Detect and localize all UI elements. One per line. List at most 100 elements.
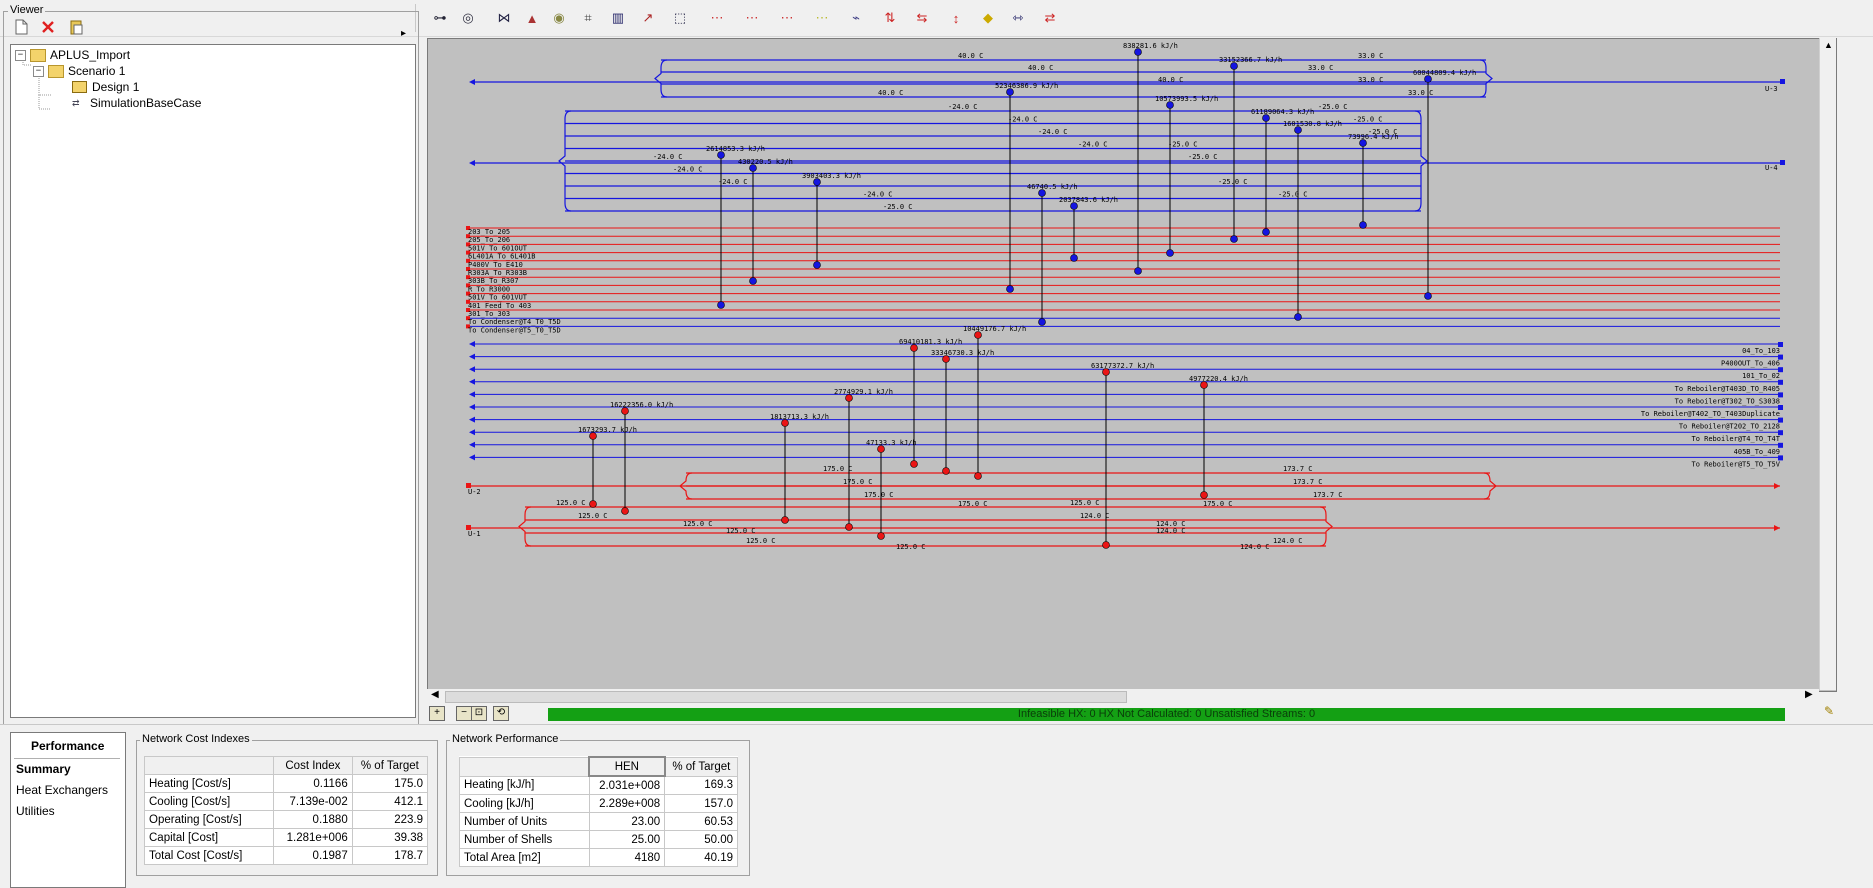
hx-duty-label: 838281.6 kJ/h <box>1123 42 1178 50</box>
temperature-label: 125.0 C <box>896 543 926 551</box>
hx-duty-label: 3903403.3 kJ/h <box>802 172 861 180</box>
stream-end-icon <box>1780 79 1785 84</box>
stream-start-icon <box>466 525 471 530</box>
vertical-scrollbar[interactable]: ▲ <box>1819 38 1836 690</box>
hx-node <box>1294 313 1302 321</box>
table-row: Heating [kJ/h] 2.031e+008 169.3 <box>459 775 738 795</box>
merge-icon[interactable]: ⋯ <box>815 10 829 25</box>
tree-item-label: SimulationBaseCase <box>90 96 202 110</box>
tab-utilities[interactable]: Utilities <box>16 804 55 818</box>
horizontal-scrollbar[interactable]: ◀ ▶ <box>427 689 1819 704</box>
table-row: Operating [Cost/s] 0.1880 223.9 <box>144 810 429 829</box>
temperature-label: -24.0 C <box>948 103 978 111</box>
bottom-separator <box>0 724 1873 725</box>
stack-icon[interactable]: ◉ <box>553 10 565 25</box>
hx-node <box>910 344 918 352</box>
hot-utility-label: U-2 <box>468 488 481 496</box>
temperature-label: 40.0 C <box>1158 76 1183 84</box>
temperature-label: 175.0 C <box>958 500 988 508</box>
scroll-thumb[interactable] <box>445 691 1127 703</box>
hot-stream-label: 303B_To_R307 <box>468 277 519 285</box>
cost-indexes-group <box>136 740 438 876</box>
tab-summary[interactable]: Summary <box>16 762 71 776</box>
stream-end-icon <box>1778 379 1783 385</box>
temperature-label: 125.0 C <box>578 512 608 520</box>
arrow-head-icon <box>469 404 475 410</box>
scroll-up-arrow-icon[interactable]: ▲ <box>1824 40 1833 50</box>
row-label: Total Cost [Cost/s] <box>144 846 274 865</box>
rotate-icon[interactable]: ◎ <box>462 10 474 25</box>
hx-duty-label: 61189064.3 kJ/h <box>1251 108 1314 116</box>
temperature-label: -24.0 C <box>718 178 748 186</box>
cost-index-value: 0.1987 <box>273 846 353 865</box>
scroll-right-arrow-icon[interactable]: ▶ <box>1805 689 1813 700</box>
reverse-icon[interactable]: ⇄ <box>1044 10 1056 25</box>
temperature-label: -24.0 C <box>673 166 703 174</box>
network-icon[interactable]: ⬚ <box>673 10 687 25</box>
delete-icon[interactable] <box>38 17 58 37</box>
table-header-row: Cost Index % of Target <box>144 756 429 775</box>
scroll-left-arrow-icon[interactable]: ◀ <box>431 689 439 700</box>
hx-node <box>910 460 918 468</box>
select-tool-icon[interactable]: ⌗ <box>584 10 592 25</box>
hot-stream-label: P400V_To_E410 <box>468 261 523 269</box>
row-label: Cooling [Cost/s] <box>144 792 274 811</box>
cold-stream-label: To Reboiler@T202_TO_2128 <box>1679 423 1780 431</box>
tree-item-scenario-1[interactable]: − Scenario 1 <box>33 63 125 79</box>
cross-icon[interactable]: ↕ <box>952 10 960 26</box>
temperature-label: -25.0 C <box>1368 128 1398 136</box>
collapse-arrow-icon[interactable]: ▸ <box>401 28 407 39</box>
cold-stream-label: To Reboiler@T403D_TO_R405 <box>1675 385 1780 393</box>
yellow-node-icon[interactable]: ◆ <box>983 10 993 25</box>
temperature-label: 173.7 C <box>1293 478 1323 486</box>
stream-tools-icon[interactable]: ⋈ <box>497 10 511 25</box>
temperature-label: 124.0 C <box>1156 520 1186 528</box>
pin-icon[interactable]: ✎ <box>1824 704 1835 718</box>
swap-icon[interactable]: ⇆ <box>916 10 928 25</box>
stream-start-icon <box>466 291 470 296</box>
temperature-label: 125.0 C <box>556 499 586 507</box>
join-icon[interactable]: ⇿ <box>1012 10 1024 25</box>
stream-end-icon <box>1778 405 1783 410</box>
paste-icon[interactable] <box>66 17 86 37</box>
chart-icon[interactable]: ▥ <box>611 10 625 25</box>
temperature-label: 33.0 C <box>1358 76 1383 84</box>
collapse-icon[interactable]: − <box>33 65 44 77</box>
connect-streams-icon[interactable]: ⊶ <box>433 10 447 25</box>
grid-diagram-canvas[interactable]: U-3 U-4 203_To_205 205_To_206 501V_To_601OUT… <box>427 38 1837 692</box>
arrow-head-icon <box>469 378 475 385</box>
balance-icon[interactable]: ⇅ <box>884 10 896 25</box>
zoom-in-button[interactable]: + <box>429 706 445 721</box>
move-node-icon[interactable]: ⌁ <box>852 10 860 25</box>
hx-node <box>1230 62 1238 70</box>
bottle-icon[interactable]: ▲ <box>525 10 539 26</box>
zoom-reset-button[interactable]: ⟲ <box>493 706 509 721</box>
tab-heat-exchangers[interactable]: Heat Exchangers <box>16 783 109 797</box>
percent-target-value: 412.1 <box>351 792 429 811</box>
hot-stream-label: 501V_To_601OUT <box>468 244 528 252</box>
tree-item-design-1[interactable]: Design 1 <box>72 79 139 95</box>
cold-stream-label: To Reboiler@T5_TO_T5V <box>1691 460 1780 468</box>
cold-stream-label: 04_To_103 <box>1742 347 1780 355</box>
collapse-icon[interactable]: − <box>15 49 26 61</box>
split-stream-icon[interactable]: ⋯ <box>710 10 724 25</box>
design-icon <box>72 81 87 93</box>
new-document-icon[interactable] <box>11 17 31 37</box>
split-3-icon[interactable]: ⋯ <box>780 10 794 25</box>
zoom-out-button[interactable]: − <box>456 706 472 721</box>
split-2-icon[interactable]: ⋯ <box>745 10 759 25</box>
hx-duty-label: 1673293.7 kJ/h <box>578 426 637 434</box>
hot-stream-label: To Condenser@T5_T0_T5D <box>468 326 561 334</box>
temperature-label: 33.0 C <box>1408 89 1433 97</box>
edit-line-icon[interactable]: ↗ <box>642 10 654 25</box>
temperature-label: 173.7 C <box>1313 491 1343 499</box>
zoom-fit-button[interactable]: ⊡ <box>471 706 487 721</box>
stream-end-icon <box>1778 392 1783 398</box>
tree-item-aplus-import[interactable]: − APLUS_Import <box>15 47 130 63</box>
hen-value: 25.00 <box>588 830 666 849</box>
tree-item-simulation-base-case[interactable]: ⇄ SimulationBaseCase <box>72 95 201 111</box>
temperature-label: 173.7 C <box>1283 465 1313 473</box>
hen-value: 2.031e+008 <box>588 775 666 795</box>
arrow-head-icon <box>469 416 475 423</box>
performance-tab-panel: Performance Summary Heat Exchangers Util… <box>10 732 126 888</box>
